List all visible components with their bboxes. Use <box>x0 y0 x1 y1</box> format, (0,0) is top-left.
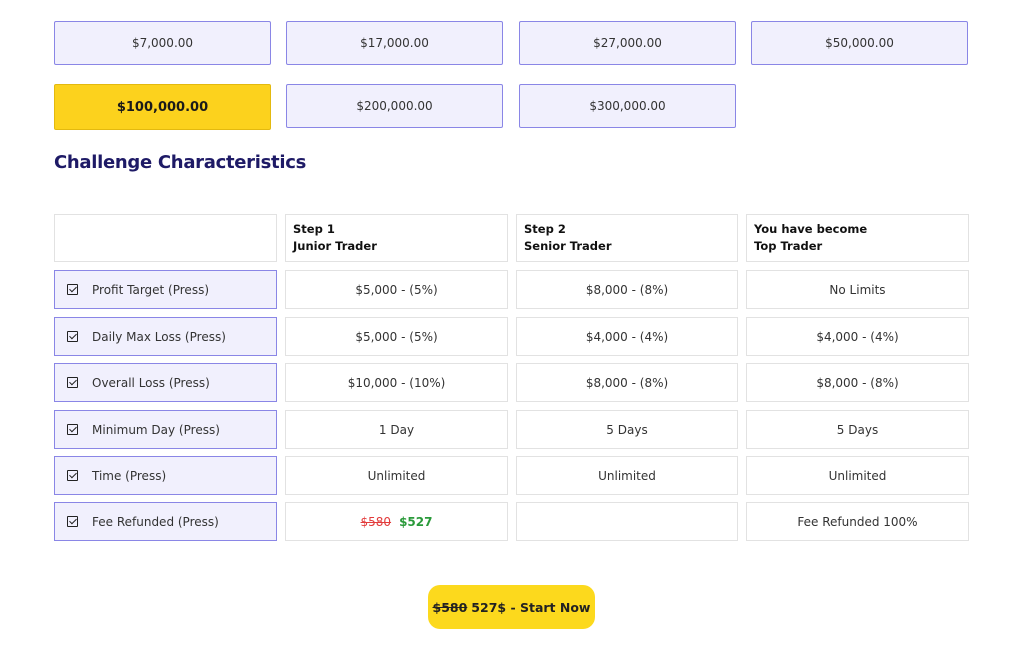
amount-option-100000[interactable]: $100,000.00 <box>54 84 271 130</box>
row-label-text: Minimum Day (Press) <box>92 422 220 437</box>
row-label-profit-target[interactable]: Profit Target (Press) <box>54 270 277 309</box>
table-cell: 1 Day <box>285 410 508 449</box>
row-label-daily-max-loss[interactable]: Daily Max Loss (Press) <box>54 317 277 356</box>
row-label-text: Fee Refunded (Press) <box>92 514 219 529</box>
table-cell: $8,000 - (8%) <box>516 363 738 402</box>
header-step: You have become <box>754 222 868 236</box>
cell-value: $5,000 - (5%) <box>355 282 438 297</box>
amount-option-27000[interactable]: $27,000.00 <box>519 21 736 65</box>
row-label-minimum-day[interactable]: Minimum Day (Press) <box>54 410 277 449</box>
row-label-text: Profit Target (Press) <box>92 282 209 297</box>
row-label-text: Daily Max Loss (Press) <box>92 329 226 344</box>
table-cell: 5 Days <box>746 410 969 449</box>
amount-option-17000[interactable]: $17,000.00 <box>286 21 503 65</box>
row-label-fee-refunded[interactable]: Fee Refunded (Press) <box>54 502 277 541</box>
cell-value: $5,000 - (5%) <box>355 329 438 344</box>
amount-label: $50,000.00 <box>825 36 894 50</box>
table-cell <box>516 502 738 541</box>
cell-value: $8,000 - (8%) <box>816 375 899 390</box>
checkbox-icon <box>67 331 78 342</box>
table-cell: $5,000 - (5%) <box>285 270 508 309</box>
header-step: Step 1 <box>293 222 335 236</box>
cell-value: Unlimited <box>598 468 656 483</box>
table-header-step2: Step 2 Senior Trader <box>516 214 738 262</box>
start-now-button[interactable]: $580 527$ - Start Now <box>428 585 595 629</box>
table-cell: $8,000 - (8%) <box>516 270 738 309</box>
table-cell: $4,000 - (4%) <box>516 317 738 356</box>
row-label-text: Time (Press) <box>92 468 167 483</box>
header-role: Junior Trader <box>293 239 377 253</box>
amount-label: $17,000.00 <box>360 36 429 50</box>
row-label-text: Overall Loss (Press) <box>92 375 210 390</box>
cell-value: Fee Refunded 100% <box>797 514 918 529</box>
checkbox-icon <box>67 470 78 481</box>
header-role: Top Trader <box>754 239 823 253</box>
table-cell: $5,000 - (5%) <box>285 317 508 356</box>
table-cell: $10,000 - (10%) <box>285 363 508 402</box>
cell-value: Unlimited <box>367 468 426 483</box>
fee-old-price: $580 <box>360 514 392 529</box>
checkbox-icon <box>67 284 78 295</box>
checkbox-icon <box>67 516 78 527</box>
cell-value: 5 Days <box>836 422 879 437</box>
table-cell: No Limits <box>746 270 969 309</box>
table-header-top-trader: You have become Top Trader <box>746 214 969 262</box>
cell-value: $4,000 - (4%) <box>816 329 899 344</box>
table-cell: 5 Days <box>516 410 738 449</box>
fee-new-price: $527 <box>399 514 433 529</box>
cell-value: $8,000 - (8%) <box>585 375 669 390</box>
section-heading: Challenge Characteristics <box>54 152 306 173</box>
cell-value: 5 Days <box>606 422 648 437</box>
table-cell: Unlimited <box>285 456 508 495</box>
table-cell: Unlimited <box>746 456 969 495</box>
amount-option-50000[interactable]: $50,000.00 <box>751 21 968 65</box>
header-step: Step 2 <box>524 222 566 236</box>
cta-old-price: $580 <box>432 599 468 615</box>
amount-option-200000[interactable]: $200,000.00 <box>286 84 503 128</box>
row-label-overall-loss[interactable]: Overall Loss (Press) <box>54 363 277 402</box>
table-cell-fee: $580 $527 <box>285 502 508 541</box>
cta-label: 527$ - Start Now <box>471 599 591 615</box>
header-role: Senior Trader <box>524 239 612 253</box>
cell-value: 1 Day <box>378 422 415 437</box>
table-header-empty <box>54 214 277 262</box>
checkbox-icon <box>67 377 78 388</box>
table-cell: $8,000 - (8%) <box>746 363 969 402</box>
amount-label: $200,000.00 <box>356 99 433 113</box>
cell-value: Unlimited <box>828 468 887 483</box>
amount-label: $100,000.00 <box>116 99 209 115</box>
amount-label: $300,000.00 <box>589 99 666 113</box>
cell-value: $10,000 - (10%) <box>347 375 446 390</box>
table-cell: Fee Refunded 100% <box>746 502 969 541</box>
cell-value: $8,000 - (8%) <box>585 282 669 297</box>
amount-label: $7,000.00 <box>131 36 194 50</box>
cell-value: No Limits <box>829 282 886 297</box>
checkbox-icon <box>67 424 78 435</box>
table-cell: $4,000 - (4%) <box>746 317 969 356</box>
amount-label: $27,000.00 <box>593 36 662 50</box>
table-cell: Unlimited <box>516 456 738 495</box>
table-header-step1: Step 1 Junior Trader <box>285 214 508 262</box>
row-label-time[interactable]: Time (Press) <box>54 456 277 495</box>
cell-value: $4,000 - (4%) <box>585 329 669 344</box>
amount-option-7000[interactable]: $7,000.00 <box>54 21 271 65</box>
amount-option-300000[interactable]: $300,000.00 <box>519 84 736 128</box>
